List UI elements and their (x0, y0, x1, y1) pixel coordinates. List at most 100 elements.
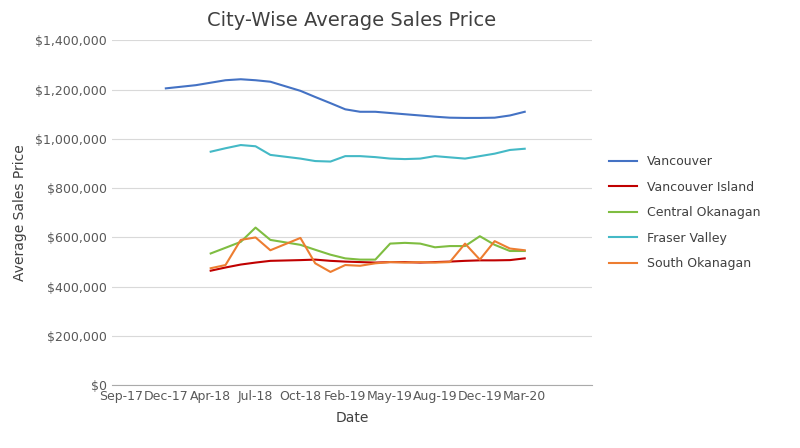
Vancouver Island (415, 260, 425, 265)
South Okanagan (296, 235, 306, 241)
Fraser Valley (310, 159, 320, 164)
Vancouver Island (505, 258, 514, 263)
Vancouver Island (460, 258, 470, 263)
Central Okanagan (206, 251, 215, 256)
Central Okanagan (415, 241, 425, 246)
Fraser Valley (266, 152, 275, 158)
Vancouver Island (355, 259, 365, 265)
South Okanagan (250, 235, 260, 240)
South Okanagan (221, 263, 230, 268)
Fraser Valley (341, 153, 350, 159)
Central Okanagan (221, 245, 230, 250)
Vancouver (221, 78, 230, 83)
Vancouver (206, 80, 215, 86)
Line: Central Okanagan: Central Okanagan (210, 228, 525, 260)
Fraser Valley (206, 149, 215, 155)
Central Okanagan (490, 242, 499, 247)
South Okanagan (326, 269, 335, 275)
Vancouver Island (236, 262, 246, 267)
Vancouver Island (370, 260, 380, 265)
South Okanagan (505, 246, 514, 251)
Central Okanagan (296, 242, 306, 247)
Vancouver (400, 112, 410, 117)
Vancouver (191, 82, 201, 88)
Central Okanagan (326, 252, 335, 257)
Fraser Valley (445, 155, 454, 160)
Fraser Valley (236, 142, 246, 148)
Vancouver (355, 109, 365, 114)
Central Okanagan (341, 256, 350, 261)
South Okanagan (266, 248, 275, 253)
Central Okanagan (430, 245, 440, 250)
Fraser Valley (505, 147, 514, 153)
Central Okanagan (250, 225, 260, 230)
South Okanagan (370, 261, 380, 266)
South Okanagan (490, 238, 499, 244)
Vancouver (386, 110, 395, 116)
South Okanagan (355, 263, 365, 268)
Line: Vancouver: Vancouver (166, 79, 525, 118)
South Okanagan (520, 248, 530, 253)
Vancouver (341, 107, 350, 112)
Central Okanagan (475, 233, 485, 239)
Central Okanagan (386, 241, 395, 246)
Central Okanagan (266, 237, 275, 243)
Vancouver Island (266, 258, 275, 263)
South Okanagan (460, 241, 470, 246)
Vancouver (520, 109, 530, 114)
Vancouver Island (250, 260, 260, 265)
Vancouver Island (206, 268, 215, 273)
Fraser Valley (460, 156, 470, 161)
Vancouver Island (520, 256, 530, 261)
Vancouver Island (445, 259, 454, 264)
Vancouver (266, 79, 275, 84)
South Okanagan (445, 259, 454, 265)
Legend: Vancouver, Vancouver Island, Central Okanagan, Fraser Valley, South Okanagan: Vancouver, Vancouver Island, Central Oka… (603, 149, 766, 276)
Central Okanagan (236, 239, 246, 245)
Vancouver (250, 78, 260, 83)
Vancouver Island (430, 259, 440, 265)
Line: Vancouver Island: Vancouver Island (210, 258, 525, 271)
Central Okanagan (445, 243, 454, 249)
Vancouver (460, 115, 470, 121)
Title: City-Wise Average Sales Price: City-Wise Average Sales Price (207, 12, 497, 30)
Vancouver (505, 113, 514, 118)
South Okanagan (386, 259, 395, 265)
South Okanagan (206, 266, 215, 271)
Central Okanagan (310, 247, 320, 253)
Central Okanagan (505, 248, 514, 254)
Fraser Valley (520, 146, 530, 151)
Vancouver (490, 115, 499, 121)
South Okanagan (430, 260, 440, 265)
Vancouver (326, 100, 335, 106)
Fraser Valley (250, 143, 260, 149)
Vancouver Island (221, 265, 230, 270)
Vancouver Island (386, 259, 395, 265)
Fraser Valley (221, 146, 230, 151)
Vancouver Island (296, 258, 306, 263)
Vancouver Island (400, 259, 410, 265)
Fraser Valley (490, 151, 499, 156)
Vancouver (475, 115, 485, 121)
Vancouver (236, 77, 246, 82)
South Okanagan (310, 261, 320, 266)
South Okanagan (415, 259, 425, 265)
Vancouver Island (341, 259, 350, 264)
Vancouver (161, 86, 170, 91)
South Okanagan (236, 237, 246, 243)
Vancouver (370, 109, 380, 114)
Vancouver (445, 115, 454, 121)
Central Okanagan (370, 257, 380, 263)
Central Okanagan (355, 257, 365, 263)
South Okanagan (400, 260, 410, 265)
Central Okanagan (400, 240, 410, 246)
Fraser Valley (326, 159, 335, 164)
Fraser Valley (475, 153, 485, 159)
Fraser Valley (355, 153, 365, 159)
Fraser Valley (400, 156, 410, 162)
Fraser Valley (370, 155, 380, 160)
X-axis label: Date: Date (335, 411, 369, 426)
Vancouver (296, 88, 306, 94)
Fraser Valley (430, 153, 440, 159)
Line: Fraser Valley: Fraser Valley (210, 145, 525, 162)
